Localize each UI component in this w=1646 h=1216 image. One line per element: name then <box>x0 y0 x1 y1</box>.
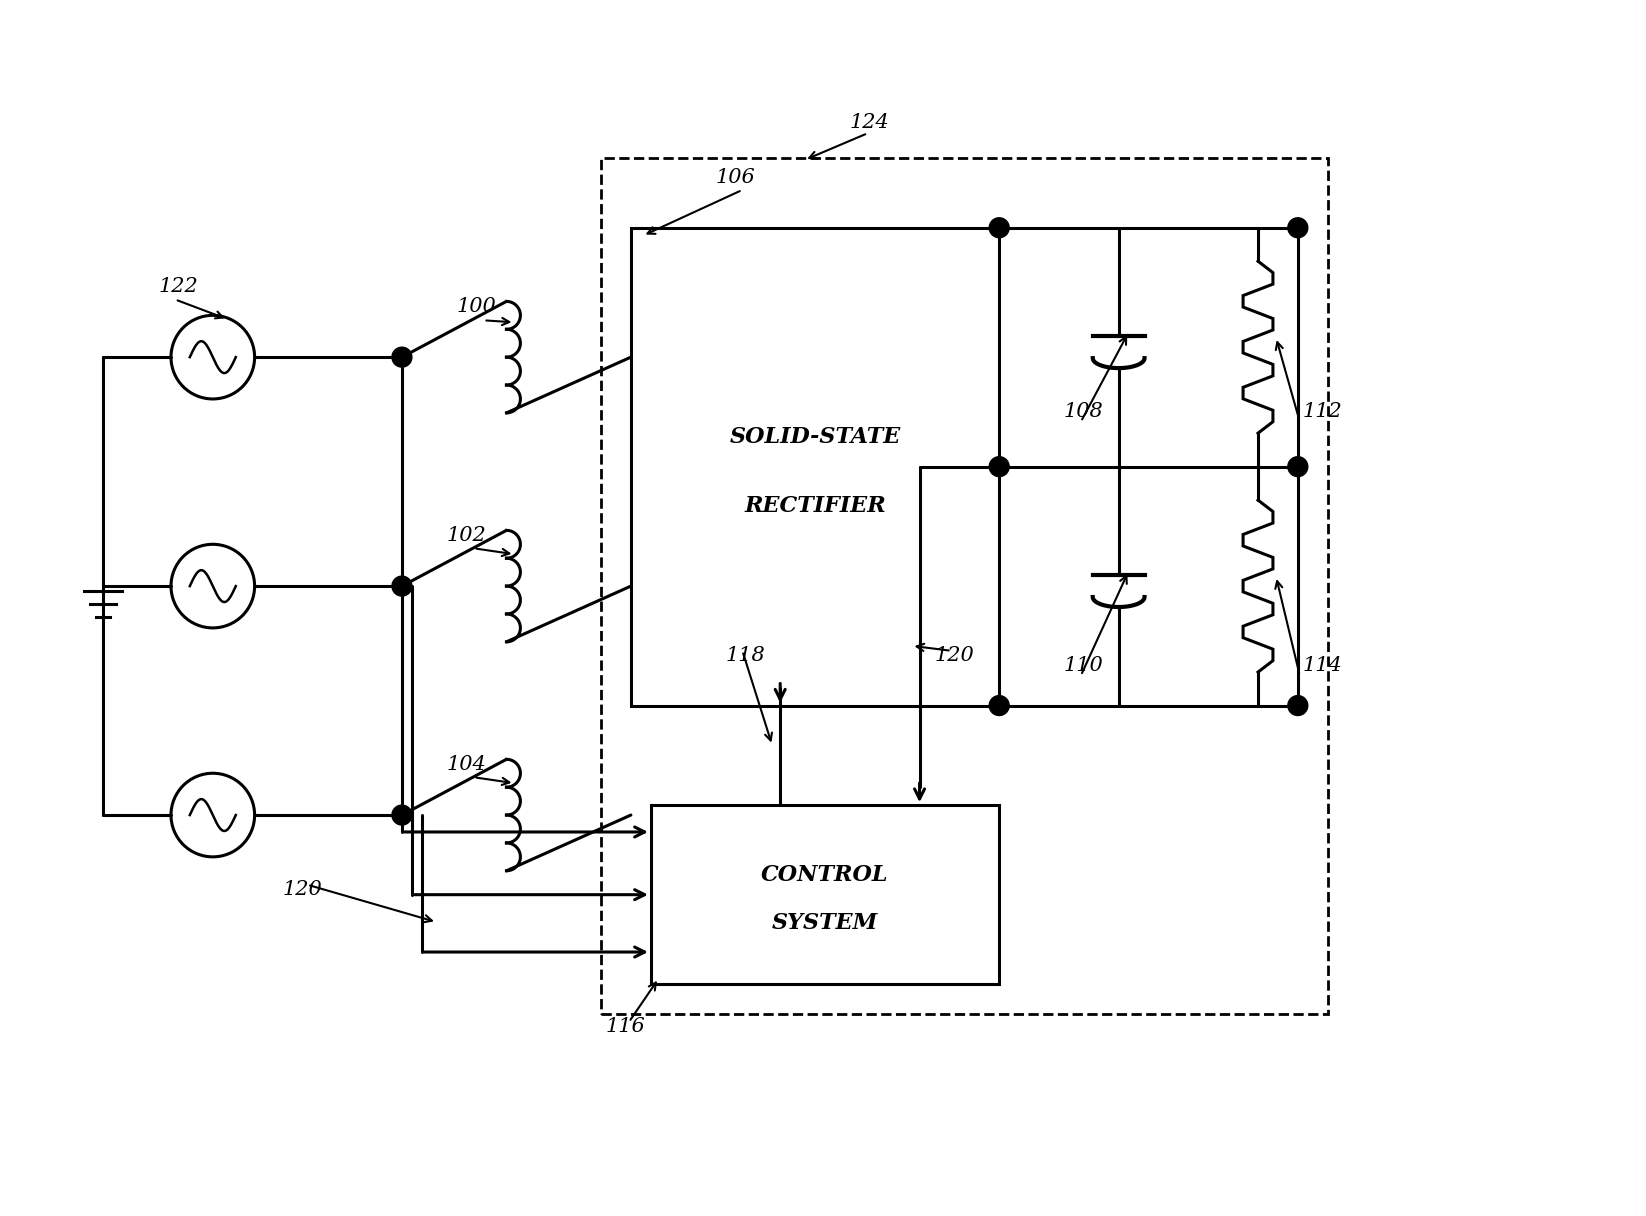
Circle shape <box>989 696 1009 715</box>
Circle shape <box>1287 218 1309 237</box>
Text: 106: 106 <box>716 168 756 187</box>
Circle shape <box>1287 696 1309 715</box>
Text: RECTIFIER: RECTIFIER <box>744 495 886 518</box>
Text: CONTROL: CONTROL <box>760 863 889 885</box>
Text: 102: 102 <box>446 527 487 545</box>
Circle shape <box>392 576 412 596</box>
Text: 110: 110 <box>1063 655 1104 675</box>
Text: 118: 118 <box>726 646 765 665</box>
Text: 104: 104 <box>446 755 487 775</box>
Text: 122: 122 <box>158 277 198 297</box>
Text: 120: 120 <box>283 879 323 899</box>
Circle shape <box>989 218 1009 237</box>
Text: 116: 116 <box>606 1017 645 1036</box>
FancyBboxPatch shape <box>650 805 999 984</box>
Text: SOLID-STATE: SOLID-STATE <box>729 426 900 447</box>
Text: 100: 100 <box>456 298 497 316</box>
Circle shape <box>989 457 1009 477</box>
Text: 124: 124 <box>849 113 889 133</box>
Text: 120: 120 <box>935 646 974 665</box>
Text: 108: 108 <box>1063 401 1104 421</box>
Circle shape <box>392 805 412 824</box>
Text: 112: 112 <box>1302 401 1343 421</box>
Text: SYSTEM: SYSTEM <box>772 912 877 934</box>
Text: 114: 114 <box>1302 655 1343 675</box>
Circle shape <box>392 348 412 367</box>
Circle shape <box>1287 457 1309 477</box>
FancyBboxPatch shape <box>630 227 999 705</box>
